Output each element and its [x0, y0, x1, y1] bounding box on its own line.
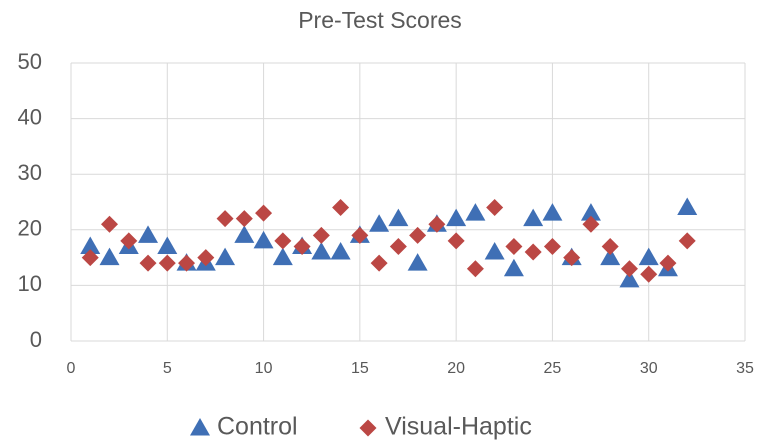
point [311, 242, 332, 260]
point [253, 230, 274, 249]
point [215, 247, 236, 266]
point [293, 237, 311, 255]
x-tick-label: 5 [163, 360, 172, 377]
legend-label: Control [217, 413, 298, 441]
point [216, 210, 234, 228]
point [255, 204, 273, 222]
point [272, 247, 293, 266]
point [563, 249, 581, 267]
point [659, 254, 677, 272]
point [369, 214, 390, 232]
point [619, 269, 640, 288]
point [351, 226, 369, 244]
point [542, 203, 563, 221]
x-tick-label: 15 [351, 360, 369, 377]
point [582, 215, 600, 233]
point [409, 226, 427, 244]
point [640, 265, 658, 283]
point [524, 243, 542, 261]
point [620, 260, 638, 278]
point [157, 236, 178, 254]
point [484, 242, 505, 260]
point [388, 208, 409, 227]
point [543, 237, 561, 255]
point [523, 208, 544, 227]
point [466, 260, 484, 278]
point [139, 254, 157, 272]
point [505, 237, 523, 255]
point [465, 203, 486, 221]
point [447, 232, 465, 250]
point [138, 225, 159, 243]
chart-title: Pre-Test Scores [298, 7, 462, 33]
x-tick-label: 0 [67, 360, 76, 377]
point [601, 237, 619, 255]
point [158, 254, 176, 272]
y-tick-label: 10 [18, 271, 42, 296]
point [389, 237, 407, 255]
point [120, 232, 138, 250]
point [178, 254, 196, 272]
point [638, 247, 659, 266]
point [235, 210, 253, 228]
point [428, 215, 446, 233]
point [274, 232, 292, 250]
point [234, 225, 255, 243]
point [446, 208, 467, 227]
point [332, 199, 350, 217]
y-tick-label: 0 [30, 327, 42, 352]
point [81, 249, 99, 267]
point [330, 242, 351, 260]
point [197, 249, 215, 267]
point [503, 258, 524, 277]
point [99, 247, 120, 266]
x-tick-label: 10 [255, 360, 273, 377]
legend-label: Visual-Haptic [385, 413, 532, 441]
point [486, 199, 504, 217]
x-tick-label: 20 [447, 360, 465, 377]
point [678, 232, 696, 250]
x-tick-label: 25 [544, 360, 562, 377]
point [600, 247, 621, 266]
legend-marker [359, 419, 377, 437]
legend-marker [190, 418, 210, 436]
y-tick-label: 50 [18, 49, 42, 74]
y-tick-label: 40 [18, 104, 42, 129]
y-tick-label: 20 [18, 216, 42, 241]
x-tick-label: 30 [640, 360, 658, 377]
point [677, 197, 698, 216]
point [312, 226, 330, 244]
point [101, 215, 119, 233]
point [580, 203, 601, 221]
point [407, 253, 428, 271]
x-tick-label: 35 [736, 360, 754, 377]
point [370, 254, 388, 272]
point [80, 236, 101, 254]
y-tick-label: 30 [18, 160, 42, 185]
